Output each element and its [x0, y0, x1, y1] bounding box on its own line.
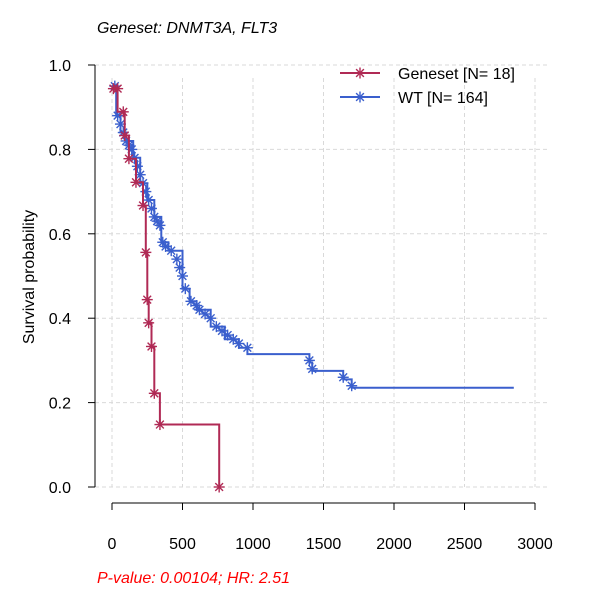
censor-mark-wt — [346, 380, 358, 392]
series-layer — [107, 80, 514, 493]
censor-mark-geneset — [112, 83, 124, 95]
censor-mark-wt — [303, 354, 315, 366]
legend-star — [354, 67, 366, 79]
censor-mark-wt — [126, 143, 138, 155]
legend: Geneset [N= 18] WT [N= 164] — [340, 66, 515, 107]
censor-mark-wt — [306, 363, 318, 375]
y-tick-label: 1.0 — [49, 58, 71, 75]
y-tick-label: 0.0 — [49, 480, 71, 497]
grid — [95, 64, 550, 488]
x-tick-label: 500 — [169, 536, 196, 553]
censor-mark-wt — [233, 338, 245, 350]
x-tick-label: 3000 — [517, 536, 553, 553]
censor-mark-wt — [337, 371, 349, 383]
censor-mark-geneset — [130, 176, 142, 188]
censor-mark-wt — [177, 270, 188, 282]
censor-mark-wt — [205, 312, 217, 324]
y-tick-label: 0.6 — [49, 227, 71, 244]
x-tick-label: 2000 — [376, 536, 412, 553]
x-tick-label: 0 — [108, 536, 117, 553]
legend-marker-geneset — [354, 67, 366, 79]
censor-mark-wt — [160, 240, 172, 252]
censor-mark-wt — [174, 262, 186, 274]
censor-mark-wt — [193, 304, 205, 316]
legend-star — [354, 91, 366, 103]
censor-mark-wt — [227, 333, 239, 345]
censor-mark-geneset — [148, 387, 160, 399]
censor-mark-geneset — [154, 419, 166, 431]
axes: 0.0 0.2 0.4 0.6 0.8 1.0 0 500 1000 1500 2000 2500 30… — [49, 58, 553, 553]
legend-label-geneset: Geneset [N= 18] — [398, 66, 515, 83]
censor-mark-geneset — [137, 200, 149, 212]
y-axis-label: Survival probability — [21, 210, 38, 344]
censor-mark-wt — [140, 186, 152, 198]
legend-marker-wt — [354, 91, 366, 103]
y-tick-label: 0.8 — [49, 142, 71, 159]
censor-mark-geneset — [143, 317, 155, 329]
censor-mark-geneset — [145, 340, 157, 352]
censor-mark-wt — [222, 329, 234, 341]
censor-mark-geneset — [140, 246, 152, 258]
censor-mark-geneset — [117, 106, 129, 118]
censor-mark-geneset — [213, 481, 225, 493]
censor-mark-wt — [179, 283, 191, 295]
y-tick-label: 0.2 — [49, 396, 71, 413]
km-curve-geneset — [112, 87, 221, 487]
footnote-pvalue-hr: P-value: 0.00104; HR: 2.51 — [97, 570, 290, 587]
censor-mark-wt — [165, 245, 177, 257]
x-tick-label: 2500 — [447, 536, 483, 553]
y-tick-label: 0.4 — [49, 311, 71, 328]
censor-mark-geneset — [119, 129, 131, 141]
km-curve-wt — [112, 85, 514, 389]
censor-mark-wt — [241, 342, 253, 354]
x-tick-label: 1500 — [306, 536, 342, 553]
censor-mark-wt — [199, 308, 211, 320]
censor-mark-geneset — [123, 153, 135, 165]
chart-title: Geneset: DNMT3A, FLT3 — [97, 20, 277, 37]
legend-label-wt: WT [N= 164] — [398, 90, 488, 107]
x-tick-label: 1000 — [235, 536, 271, 553]
censor-mark-wt — [171, 253, 183, 265]
censor-mark-wt — [185, 295, 197, 307]
censor-mark-geneset — [141, 294, 153, 306]
censor-mark-wt — [131, 160, 143, 172]
censor-mark-wt — [210, 321, 222, 333]
censor-mark-wt — [145, 202, 157, 214]
censor-mark-wt — [216, 325, 228, 337]
censor-mark-wt — [154, 219, 166, 231]
